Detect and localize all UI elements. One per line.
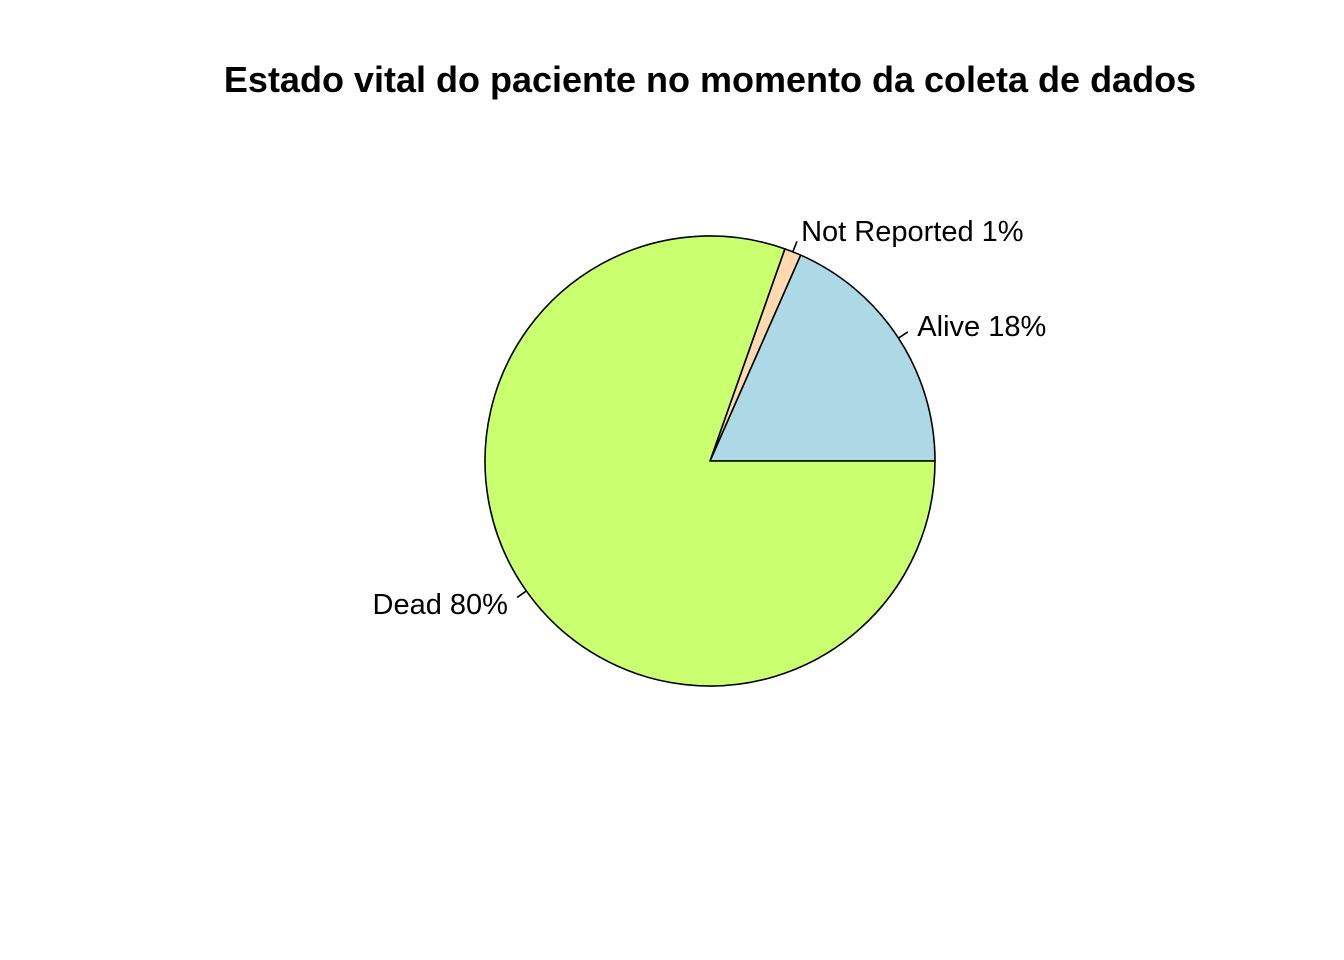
pie-slices (484, 235, 936, 687)
slice-label-dead: Dead 80% (373, 589, 508, 621)
chart-title: Estado vital do paciente no momento da c… (224, 59, 1196, 100)
slice-label-alive: Alive 18% (917, 311, 1046, 343)
pie-slice-alive (709, 254, 936, 462)
label-tick-not-reported (792, 241, 798, 253)
slice-label-not-reported: Not Reported 1% (801, 216, 1023, 248)
slice-labels: Alive 18% Not Reported 1% Dead 80% (373, 216, 1047, 621)
label-tick-dead (516, 590, 527, 599)
label-tick-alive (898, 331, 909, 339)
label-ticks (516, 241, 909, 599)
pie-slice-dead (484, 235, 936, 687)
